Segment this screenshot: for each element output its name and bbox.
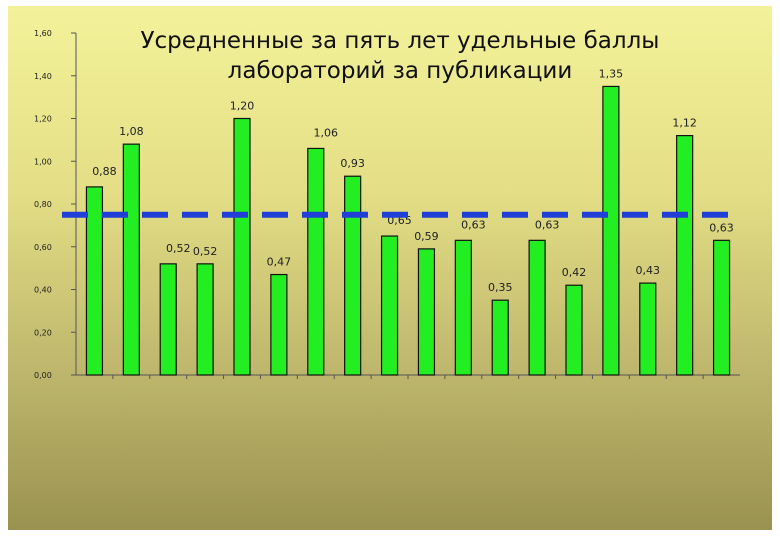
bar-value-label: 0,35 [488, 281, 513, 294]
bar-value-label: 0,88 [92, 165, 117, 178]
bar [454, 239, 472, 376]
bar-value-label: 0,52 [166, 242, 191, 255]
bar-value-label: 0,63 [535, 218, 560, 231]
y-tick-label: 0,00 [34, 371, 52, 380]
bar [344, 175, 362, 376]
y-tick-label: 0,60 [34, 243, 52, 252]
bar [380, 235, 399, 376]
bar-value-label: 0,43 [636, 264, 661, 277]
bar-value-label: 1,12 [672, 117, 697, 130]
bar-value-label: 1,08 [119, 125, 144, 138]
bar-value-label: 0,63 [709, 221, 734, 234]
bar-value-label: 0,52 [193, 245, 218, 258]
bar [196, 263, 214, 376]
bar [602, 85, 620, 376]
y-tick-label: 1,40 [34, 72, 52, 81]
bar [417, 248, 436, 376]
bar [528, 239, 546, 376]
bar-value-label: 1,20 [230, 100, 255, 113]
chart-title: Усредненные за пять лет удельные баллы л… [140, 28, 660, 84]
y-tick-label: 0,80 [34, 200, 52, 209]
bar-value-label: 0,59 [414, 230, 439, 243]
bar-value-label: 0,42 [562, 266, 587, 279]
bar [712, 239, 731, 376]
bar-value-label: 0,47 [267, 256, 292, 269]
bar [85, 186, 104, 376]
bar-value-label: 0,63 [461, 218, 486, 231]
bar [565, 284, 583, 376]
bar [122, 143, 140, 376]
bar [491, 299, 509, 376]
y-tick-label: 1,60 [34, 29, 52, 38]
bar [639, 282, 657, 376]
y-tick-label: 1,00 [34, 157, 52, 166]
bar-value-label: 0,93 [340, 157, 365, 170]
y-tick-label: 0,20 [34, 328, 52, 337]
bar-value-label: 1,06 [314, 126, 339, 139]
bar [676, 135, 694, 376]
bar [233, 117, 251, 376]
bar-value-label: 1,35 [599, 67, 624, 80]
bar [270, 273, 288, 376]
bar [159, 263, 177, 376]
y-tick-label: 1,20 [34, 115, 52, 124]
y-tick-label: 0,40 [34, 286, 52, 295]
bar [307, 147, 325, 376]
